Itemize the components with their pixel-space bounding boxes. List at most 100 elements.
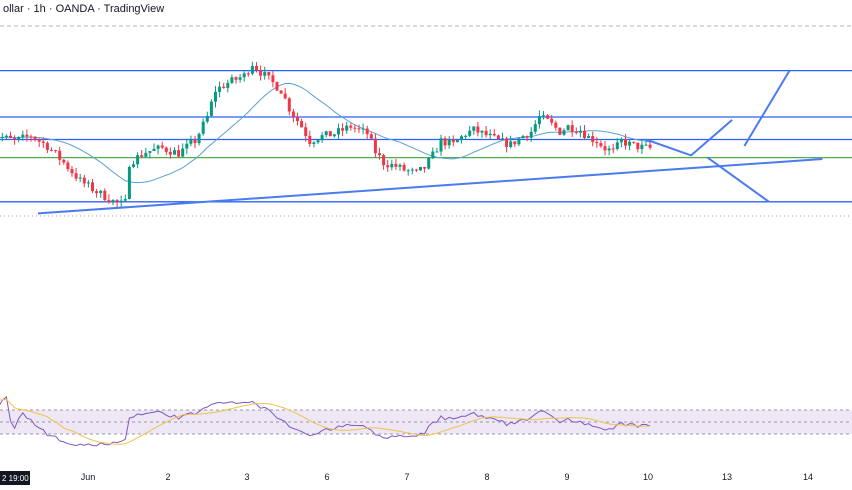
candle	[439, 134, 443, 156]
candle-body	[337, 128, 340, 135]
candle-body	[529, 131, 533, 138]
candle	[82, 174, 86, 188]
candle	[136, 152, 140, 169]
candle	[255, 62, 258, 73]
candle	[230, 74, 234, 85]
candle	[283, 88, 287, 100]
candle	[17, 136, 21, 143]
candle-body	[615, 142, 619, 150]
candle-body	[460, 136, 463, 141]
candle	[0, 132, 4, 142]
candle	[394, 158, 398, 171]
candle	[337, 123, 340, 139]
candle	[332, 133, 336, 138]
candle	[70, 166, 74, 177]
candle-body	[353, 127, 357, 129]
candle	[127, 165, 131, 200]
candle	[591, 131, 595, 147]
candle	[156, 144, 160, 155]
candle	[443, 136, 447, 150]
x-tick-label: 14	[803, 472, 813, 482]
candle-body	[603, 146, 607, 151]
candle-body	[570, 125, 574, 132]
candle	[144, 147, 148, 158]
candle-body	[62, 159, 66, 163]
candle	[181, 143, 185, 157]
candle	[501, 132, 504, 140]
candle-body	[492, 133, 496, 136]
candle-body	[226, 82, 230, 88]
candle	[496, 134, 500, 140]
candle	[287, 97, 291, 116]
candle-body	[25, 134, 29, 137]
candle-body	[628, 141, 632, 146]
candle	[595, 137, 599, 148]
candle	[111, 199, 115, 206]
candle	[562, 128, 566, 136]
candle-body	[439, 138, 443, 152]
candle-body	[189, 140, 193, 144]
candle	[419, 166, 422, 172]
candle-body	[13, 137, 17, 140]
candle	[263, 66, 267, 80]
moving-average-line	[0, 82, 651, 184]
candle-body	[394, 163, 398, 167]
candle-body	[349, 125, 353, 128]
candle	[86, 180, 90, 188]
candle-body	[238, 77, 242, 80]
candle	[382, 153, 386, 170]
candle	[238, 74, 242, 83]
candle	[619, 137, 623, 148]
candle	[50, 147, 53, 152]
candle-body	[29, 136, 33, 138]
candle-body	[246, 73, 250, 75]
x-tick-label: 9	[564, 472, 569, 482]
candle	[369, 132, 373, 140]
candle-body	[291, 111, 295, 117]
candle	[304, 122, 308, 142]
candle	[615, 138, 619, 151]
candle	[537, 110, 541, 129]
candle-body	[554, 122, 558, 128]
candle-body	[636, 142, 640, 150]
candle-body	[267, 72, 271, 76]
candle	[648, 141, 652, 150]
candle-body	[234, 77, 238, 80]
rsi-ma-line	[0, 398, 651, 445]
candle-body	[123, 198, 127, 201]
candle-body	[369, 134, 373, 139]
candle-body	[451, 139, 455, 143]
candle-body	[427, 158, 431, 169]
candle-body	[328, 131, 332, 137]
candle-body	[259, 70, 263, 76]
projection-path-1	[743, 70, 791, 147]
candle-body	[611, 148, 615, 150]
candle-body	[58, 150, 62, 160]
candle	[328, 131, 332, 137]
candle	[168, 147, 172, 159]
candle	[66, 160, 70, 172]
candle	[214, 86, 217, 108]
candle	[250, 61, 254, 76]
candle-body	[595, 141, 599, 144]
candle-body	[103, 190, 107, 201]
candle-body	[435, 151, 439, 153]
candle-body	[0, 136, 4, 138]
candle	[78, 173, 82, 183]
candle-body	[509, 141, 513, 148]
x-tick-label: 10	[643, 472, 653, 482]
candle	[132, 160, 135, 169]
candle-body	[648, 144, 652, 148]
candle-body	[521, 135, 525, 139]
candle	[414, 168, 418, 173]
candle-body	[308, 135, 312, 144]
candle	[21, 130, 25, 141]
candle	[509, 135, 513, 149]
candle-body	[222, 86, 226, 88]
candle-body	[218, 86, 222, 92]
candle	[546, 114, 550, 120]
candle	[542, 111, 545, 120]
candle	[99, 190, 103, 198]
